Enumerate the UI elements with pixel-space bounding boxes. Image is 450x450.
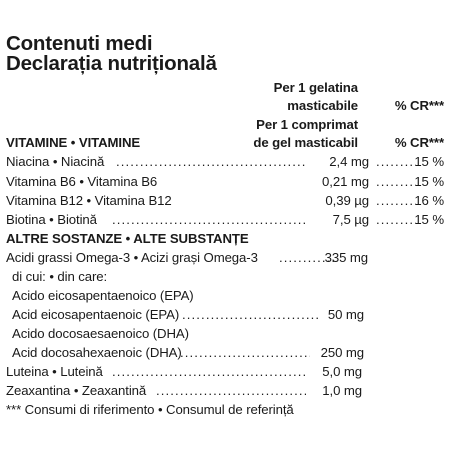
leader-dots: ........................................… — [112, 212, 306, 227]
leader-dots: .................. — [376, 154, 416, 169]
vitamin-label: Niacina • Niacină — [6, 154, 105, 169]
epa-label-ro: Acid eicosapentaenoic (EPA) — [12, 307, 180, 322]
dha-label-it: Acido docosaesaenoico (DHA) — [12, 326, 189, 341]
vitamin-label: Vitamina B6 • Vitamina B6 — [6, 174, 158, 189]
vitamin-amount: 7,5 µg — [332, 212, 369, 227]
vitamin-cr: 15 % — [414, 154, 444, 169]
vitamin-cr: 16 % — [414, 193, 444, 208]
epa-label-it: Acido eicosapentaenoico (EPA) — [12, 288, 194, 303]
vitamin-amount: 0,39 µg — [325, 193, 369, 208]
header-per-gel-line-1: Per 1 gelatina — [273, 80, 358, 95]
of-which-label: di cui: • din care: — [12, 269, 108, 284]
vitamin-amount: 0,21 mg — [322, 174, 369, 189]
lutein-label: Luteina • Luteină — [6, 364, 103, 379]
lutein-amount: 5,0 mg — [322, 364, 362, 379]
vitamin-label: Vitamina B12 • Vitamina B12 — [6, 193, 172, 208]
title-line-1: Contenuti medi — [6, 32, 153, 55]
vitamin-cr: 15 % — [414, 212, 444, 227]
zeaxanthin-label: Zeaxantina • Zeaxantină — [6, 383, 147, 398]
header-per-comprimat-line-1: Per 1 comprimat — [256, 117, 358, 132]
zeaxanthin-amount: 1,0 mg — [322, 383, 362, 398]
footnote: *** Consumi di riferimento • Consumul de… — [6, 402, 294, 417]
vitamins-heading: VITAMINE • VITAMINE — [6, 135, 141, 150]
leader-dots: ........................................… — [116, 154, 306, 169]
dha-amount: 250 mg — [320, 345, 364, 360]
leader-dots: ...................... — [279, 250, 337, 265]
vitamin-label: Biotina • Biotină — [6, 212, 97, 227]
leader-dots: ........................................… — [112, 364, 308, 379]
leader-dots: .................. — [376, 193, 416, 208]
header-cr-1: % CR*** — [394, 98, 444, 113]
vitamin-cr: 15 % — [414, 174, 444, 189]
leader-dots: .................. — [376, 174, 416, 189]
leader-dots: .................. — [376, 212, 416, 227]
title-line-2: Declarația nutrițională — [6, 52, 217, 75]
leader-dots: ........................................… — [180, 345, 310, 360]
other-heading: ALTRE SOSTANZE • ALTE SUBSTANȚE — [6, 231, 249, 246]
dha-label-ro: Acid docosahexaenoic (DHA) — [12, 345, 182, 360]
omega3-label: Acidi grassi Omega-3 • Acizi grași Omega… — [6, 250, 258, 265]
leader-dots: ........................................… — [156, 383, 306, 398]
leader-dots: ........................................… — [182, 307, 320, 322]
vitamin-amount: 2,4 mg — [329, 154, 369, 169]
omega3-amount: 335 mg — [324, 250, 368, 265]
epa-amount: 50 mg — [327, 307, 364, 322]
header-per-gel-line-2: masticabile — [287, 98, 358, 113]
header-cr-2: % CR*** — [394, 135, 444, 150]
header-per-comprimat-line-2: de gel masticabil — [253, 135, 358, 150]
